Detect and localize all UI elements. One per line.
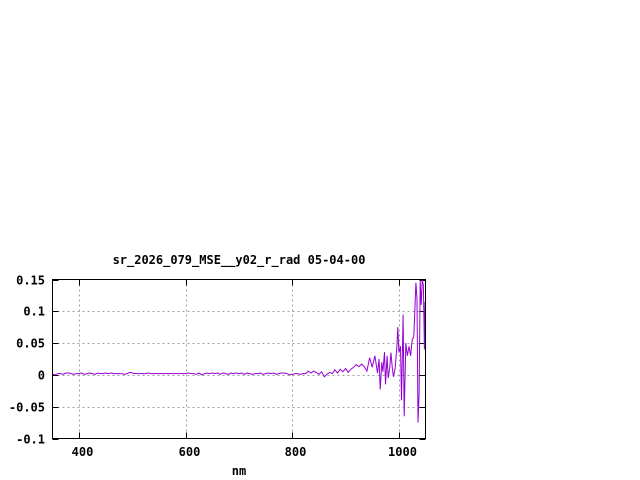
x-axis-label: nm	[232, 464, 246, 478]
y-tick-label: -0.1	[16, 433, 45, 447]
plot-area	[52, 279, 426, 423]
x-tick-label: 400	[72, 445, 94, 459]
series-line	[52, 279, 426, 423]
x-tick-label: 1000	[388, 445, 417, 459]
y-axis: -0.1 -0.05 0 0.05 0.1 0.15	[9, 274, 426, 447]
x-axis: 400 600 800 1000	[72, 279, 417, 459]
y-tick-label: 0.05	[16, 337, 45, 351]
x-tick-label: 600	[179, 445, 201, 459]
chart-title: sr_2026_079_MSE__y02_r_rad 05-04-00	[113, 253, 366, 268]
plot-border	[52, 279, 426, 439]
y-tick-label: 0.15	[16, 274, 45, 288]
y-tick-label: 0	[38, 369, 45, 383]
grid	[52, 279, 426, 439]
y-tick-label: -0.05	[9, 401, 45, 415]
y-tick-label: 0.1	[23, 305, 45, 319]
x-tick-label: 800	[285, 445, 307, 459]
